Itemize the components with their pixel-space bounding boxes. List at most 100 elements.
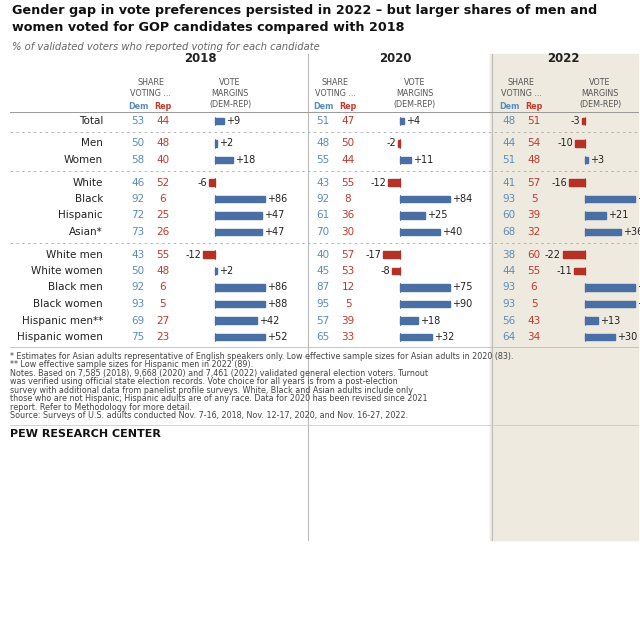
Text: 43: 43: [527, 315, 541, 325]
Text: 30: 30: [341, 227, 355, 237]
Text: those who are not Hispanic; Hispanic adults are of any race. Data for 2020 has b: those who are not Hispanic; Hispanic adu…: [10, 394, 428, 404]
Text: 51: 51: [316, 116, 330, 126]
Text: 55: 55: [341, 177, 355, 187]
Text: was verified using official state election records. Vote choice for all years is: was verified using official state electi…: [10, 378, 397, 386]
Text: +13: +13: [600, 315, 620, 325]
Text: 65: 65: [316, 332, 330, 342]
Text: +90: +90: [452, 299, 472, 309]
Text: 48: 48: [502, 116, 516, 126]
Text: 61: 61: [316, 210, 330, 221]
Bar: [215, 301, 265, 307]
Text: Rep: Rep: [154, 102, 172, 111]
Text: 92: 92: [131, 282, 145, 292]
Bar: [215, 196, 265, 202]
Text: 48: 48: [156, 266, 170, 276]
Bar: [400, 334, 432, 340]
Bar: [569, 179, 585, 186]
Text: 55: 55: [527, 266, 541, 276]
Text: % of validated voters who reported voting for each candidate: % of validated voters who reported votin…: [12, 42, 320, 52]
Text: +32: +32: [434, 332, 454, 342]
Text: 26: 26: [156, 227, 170, 237]
Bar: [585, 334, 615, 340]
Text: 68: 68: [502, 227, 516, 237]
Text: 57: 57: [316, 315, 330, 325]
Bar: [203, 251, 215, 258]
Text: 32: 32: [527, 227, 541, 237]
Bar: [209, 179, 215, 186]
Text: Dem: Dem: [128, 102, 148, 111]
Bar: [585, 317, 598, 323]
Text: Dem: Dem: [313, 102, 333, 111]
Bar: [400, 301, 450, 307]
Text: 2020: 2020: [379, 52, 412, 65]
Text: 92: 92: [131, 194, 145, 204]
Text: Dem: Dem: [499, 102, 519, 111]
Text: +9: +9: [226, 116, 240, 126]
Text: 64: 64: [502, 332, 516, 342]
Bar: [400, 118, 404, 124]
Bar: [585, 212, 606, 219]
Text: SHARE
VOTING ...: SHARE VOTING ...: [315, 78, 356, 98]
Text: 51: 51: [527, 116, 541, 126]
Text: +47: +47: [264, 210, 284, 221]
Text: Black: Black: [75, 194, 103, 204]
Text: +52: +52: [267, 332, 287, 342]
Text: 5: 5: [345, 299, 351, 309]
Text: -6: -6: [197, 177, 207, 187]
Text: +88: +88: [637, 194, 640, 204]
Text: 53: 53: [341, 266, 355, 276]
Text: -11: -11: [556, 266, 572, 276]
Bar: [388, 179, 400, 186]
Text: 60: 60: [527, 249, 541, 259]
Bar: [392, 267, 400, 274]
Text: VOTE
MARGINS
(DEM-REP): VOTE MARGINS (DEM-REP): [394, 78, 436, 108]
Text: 87: 87: [316, 282, 330, 292]
Bar: [563, 251, 585, 258]
Text: 8: 8: [345, 194, 351, 204]
Bar: [215, 157, 233, 163]
Text: +86: +86: [267, 282, 287, 292]
Text: +25: +25: [427, 210, 447, 221]
Bar: [215, 229, 262, 235]
Text: survey with additional data from panelist profile surveys. White, Black and Asia: survey with additional data from panelis…: [10, 386, 413, 395]
Text: 93: 93: [502, 194, 516, 204]
Text: 75: 75: [131, 332, 145, 342]
Bar: [215, 140, 217, 147]
Bar: [585, 284, 635, 290]
Text: +21: +21: [608, 210, 628, 221]
Text: Black women: Black women: [33, 299, 103, 309]
Text: White men: White men: [46, 249, 103, 259]
Text: 39: 39: [527, 210, 541, 221]
Text: Rep: Rep: [525, 102, 543, 111]
Text: VOTE
MARGINS
(DEM-REP): VOTE MARGINS (DEM-REP): [209, 78, 251, 108]
Text: 55: 55: [156, 249, 170, 259]
Bar: [490, 54, 638, 540]
Text: +2: +2: [219, 266, 233, 276]
Text: 38: 38: [502, 249, 516, 259]
Text: Black men: Black men: [48, 282, 103, 292]
Text: 5: 5: [531, 299, 538, 309]
Bar: [585, 196, 635, 202]
Bar: [585, 301, 635, 307]
Text: 50: 50: [131, 266, 145, 276]
Text: 69: 69: [131, 315, 145, 325]
Text: -2: -2: [387, 139, 396, 149]
Text: 27: 27: [156, 315, 170, 325]
Text: 92: 92: [316, 194, 330, 204]
Text: 44: 44: [502, 266, 516, 276]
Text: +2: +2: [219, 139, 233, 149]
Text: 48: 48: [527, 155, 541, 165]
Text: +47: +47: [264, 227, 284, 237]
Text: +88: +88: [267, 299, 287, 309]
Text: -8: -8: [380, 266, 390, 276]
Text: 93: 93: [131, 299, 145, 309]
Text: 54: 54: [527, 139, 541, 149]
Text: 5: 5: [160, 299, 166, 309]
Text: 45: 45: [316, 266, 330, 276]
Text: +75: +75: [452, 282, 472, 292]
Text: 41: 41: [502, 177, 516, 187]
Bar: [582, 118, 585, 124]
Text: +11: +11: [413, 155, 433, 165]
Text: 25: 25: [156, 210, 170, 221]
Bar: [215, 317, 257, 323]
